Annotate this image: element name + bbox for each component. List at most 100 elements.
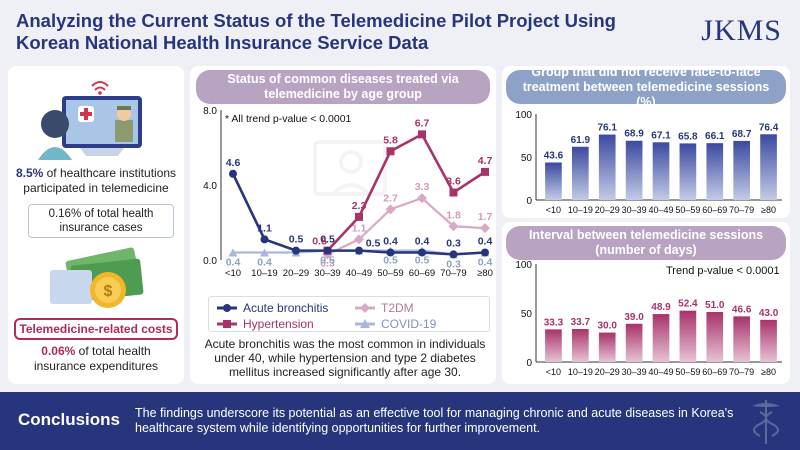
data-point: [260, 248, 269, 257]
bar: [625, 140, 643, 200]
bar: [733, 140, 751, 200]
bar: [760, 319, 777, 362]
stat-institutions: 8.5% of healthcare institutions particip…: [14, 166, 178, 196]
svg-text:T2DM: T2DM: [381, 301, 414, 315]
x-tick-label: 40–49: [648, 367, 673, 377]
bar-chart-1-title: Group that did not receive face-to-face …: [506, 65, 786, 109]
bar-value-label: 68.7: [732, 129, 752, 140]
stat-expenditures-value: 0.06%: [41, 344, 76, 358]
bar-value-label: 61.9: [571, 135, 591, 146]
bar-value-label: 51.0: [705, 300, 725, 311]
bar: [733, 316, 751, 362]
data-label: 0.5: [415, 255, 430, 267]
bar-chart-2-title: Interval between telemedicine sessions (…: [506, 226, 786, 260]
data-label: 0.4: [415, 236, 430, 248]
bar: [706, 143, 724, 200]
stat-institutions-text: of healthcare institutions participated …: [23, 166, 177, 195]
line-chart-axes: 0.0 4.0 8.0 <10 10–19 20–29 30–39 40–49 50–59 60–…: [203, 106, 493, 279]
line-chart-labels: 4.61.10.5 0.5 0.5 0.4 0.4 0.3 0.40.52.35.86.73…: [226, 117, 493, 270]
bar: [598, 134, 616, 200]
bar-chart-1: 0 50 100 43.6 <10 61.9 10–19 76.1 20–29 68.9 30–39…: [515, 110, 782, 215]
x-tick-label: 10–19: [568, 367, 593, 377]
bar-value-label: 33.7: [571, 317, 591, 328]
x-tick-label: 70–79: [729, 367, 754, 377]
x-tick-label: 30–39: [314, 268, 340, 279]
cost-tag: Telemedicine-related costs: [14, 318, 178, 340]
data-label: 1.7: [478, 211, 493, 223]
bar-value-label: 30.0: [597, 321, 617, 332]
x-tick-label: ≥80: [761, 205, 776, 215]
line-chart-legend: Acute bronchitis Hypertension T2DM COVID…: [208, 296, 490, 332]
bar-value-label: 43.0: [759, 308, 779, 319]
x-tick-label: 20–29: [595, 367, 620, 377]
data-label: 0.5: [289, 234, 304, 246]
line-chart: 0.0 4.0 8.0 <10 10–19 20–29 30–39 40–49 50–59 60–…: [203, 106, 493, 279]
data-point: [480, 223, 490, 234]
y-tick-label: 100: [515, 110, 532, 121]
x-tick-label: <10: [225, 268, 241, 279]
bar-value-label: 48.9: [651, 302, 671, 313]
data-point: [292, 246, 300, 255]
data-point: [355, 212, 363, 221]
bar: [652, 314, 670, 362]
x-tick-label: 40–49: [346, 268, 372, 279]
x-tick-label: 10–19: [251, 268, 277, 279]
data-label: 0.5: [320, 255, 335, 267]
title-line-2: Korean National Health Insurance Service…: [16, 32, 429, 53]
bar-chart-2-note: Trend p-value < 0.0001: [666, 265, 780, 277]
bar-value-label: 76.1: [597, 123, 617, 134]
conclusions-footer: Conclusions The findings underscore its …: [0, 392, 800, 450]
legend-acute-bronchitis: Acute bronchitis: [217, 301, 328, 315]
bar-value-label: 33.3: [544, 317, 564, 328]
bar-value-label: 39.0: [624, 312, 644, 323]
bar: [625, 323, 643, 362]
x-tick-label: 30–39: [622, 367, 647, 377]
bar: [706, 312, 724, 362]
x-tick-label: 40–49: [648, 205, 673, 215]
x-tick-label: <10: [546, 205, 561, 215]
x-tick-label: 20–29: [283, 268, 309, 279]
stat-expenditures-text: of total health insurance expenditures: [33, 344, 159, 373]
data-label: 0.5: [366, 238, 381, 250]
money-illustration: $: [50, 247, 144, 308]
line-chart-title: Status of common diseases treated via te…: [196, 70, 490, 104]
bar-value-label: 43.6: [544, 151, 564, 162]
x-tick-label: 50–59: [675, 205, 700, 215]
data-label: 2.7: [383, 192, 398, 204]
x-tick-label: 50–59: [675, 367, 700, 377]
data-point: [260, 235, 269, 244]
bar: [571, 328, 589, 362]
bar-value-label: 76.4: [759, 122, 779, 133]
stat-institutions-value: 8.5%: [15, 166, 44, 180]
data-label: 1.1: [352, 222, 367, 234]
data-label: 1.1: [257, 222, 272, 234]
bar-chart-2: 0 50 100 33.3 <10 33.7 10–19 30.0 20–29 39.0 30–39…: [515, 260, 782, 377]
stethoscope-watermark: [313, 140, 387, 196]
x-tick-label: 70–79: [440, 268, 466, 279]
bar: [545, 162, 562, 200]
bar: [760, 134, 777, 200]
legend-t2dm: T2DM: [355, 301, 414, 315]
x-tick-label: 30–39: [622, 205, 647, 215]
line-chart-series: [228, 130, 490, 260]
data-point: [386, 248, 395, 257]
line-chart-note: * All trend p-value < 0.0001: [225, 113, 352, 125]
data-point: [354, 234, 364, 245]
x-tick-label: 50–59: [377, 268, 403, 279]
bar-value-label: 65.8: [678, 131, 698, 142]
data-label: 0.3: [320, 257, 335, 269]
legend-covid19: COVID-19: [355, 317, 437, 331]
data-point: [449, 188, 458, 197]
x-tick-label: 60–69: [702, 205, 727, 215]
data-point: [385, 204, 396, 215]
conclusions-text: The findings underscore its potential as…: [135, 406, 734, 435]
svg-text:COVID-19: COVID-19: [381, 317, 437, 331]
x-tick-label: 60–69: [702, 367, 727, 377]
data-label: 4.7: [478, 155, 493, 167]
data-label: 0.5: [383, 255, 398, 267]
y-tick-label: 50: [521, 309, 533, 320]
data-point: [481, 248, 489, 257]
x-tick-label: 10–19: [568, 205, 593, 215]
data-point: [417, 193, 427, 204]
bar: [652, 142, 670, 200]
